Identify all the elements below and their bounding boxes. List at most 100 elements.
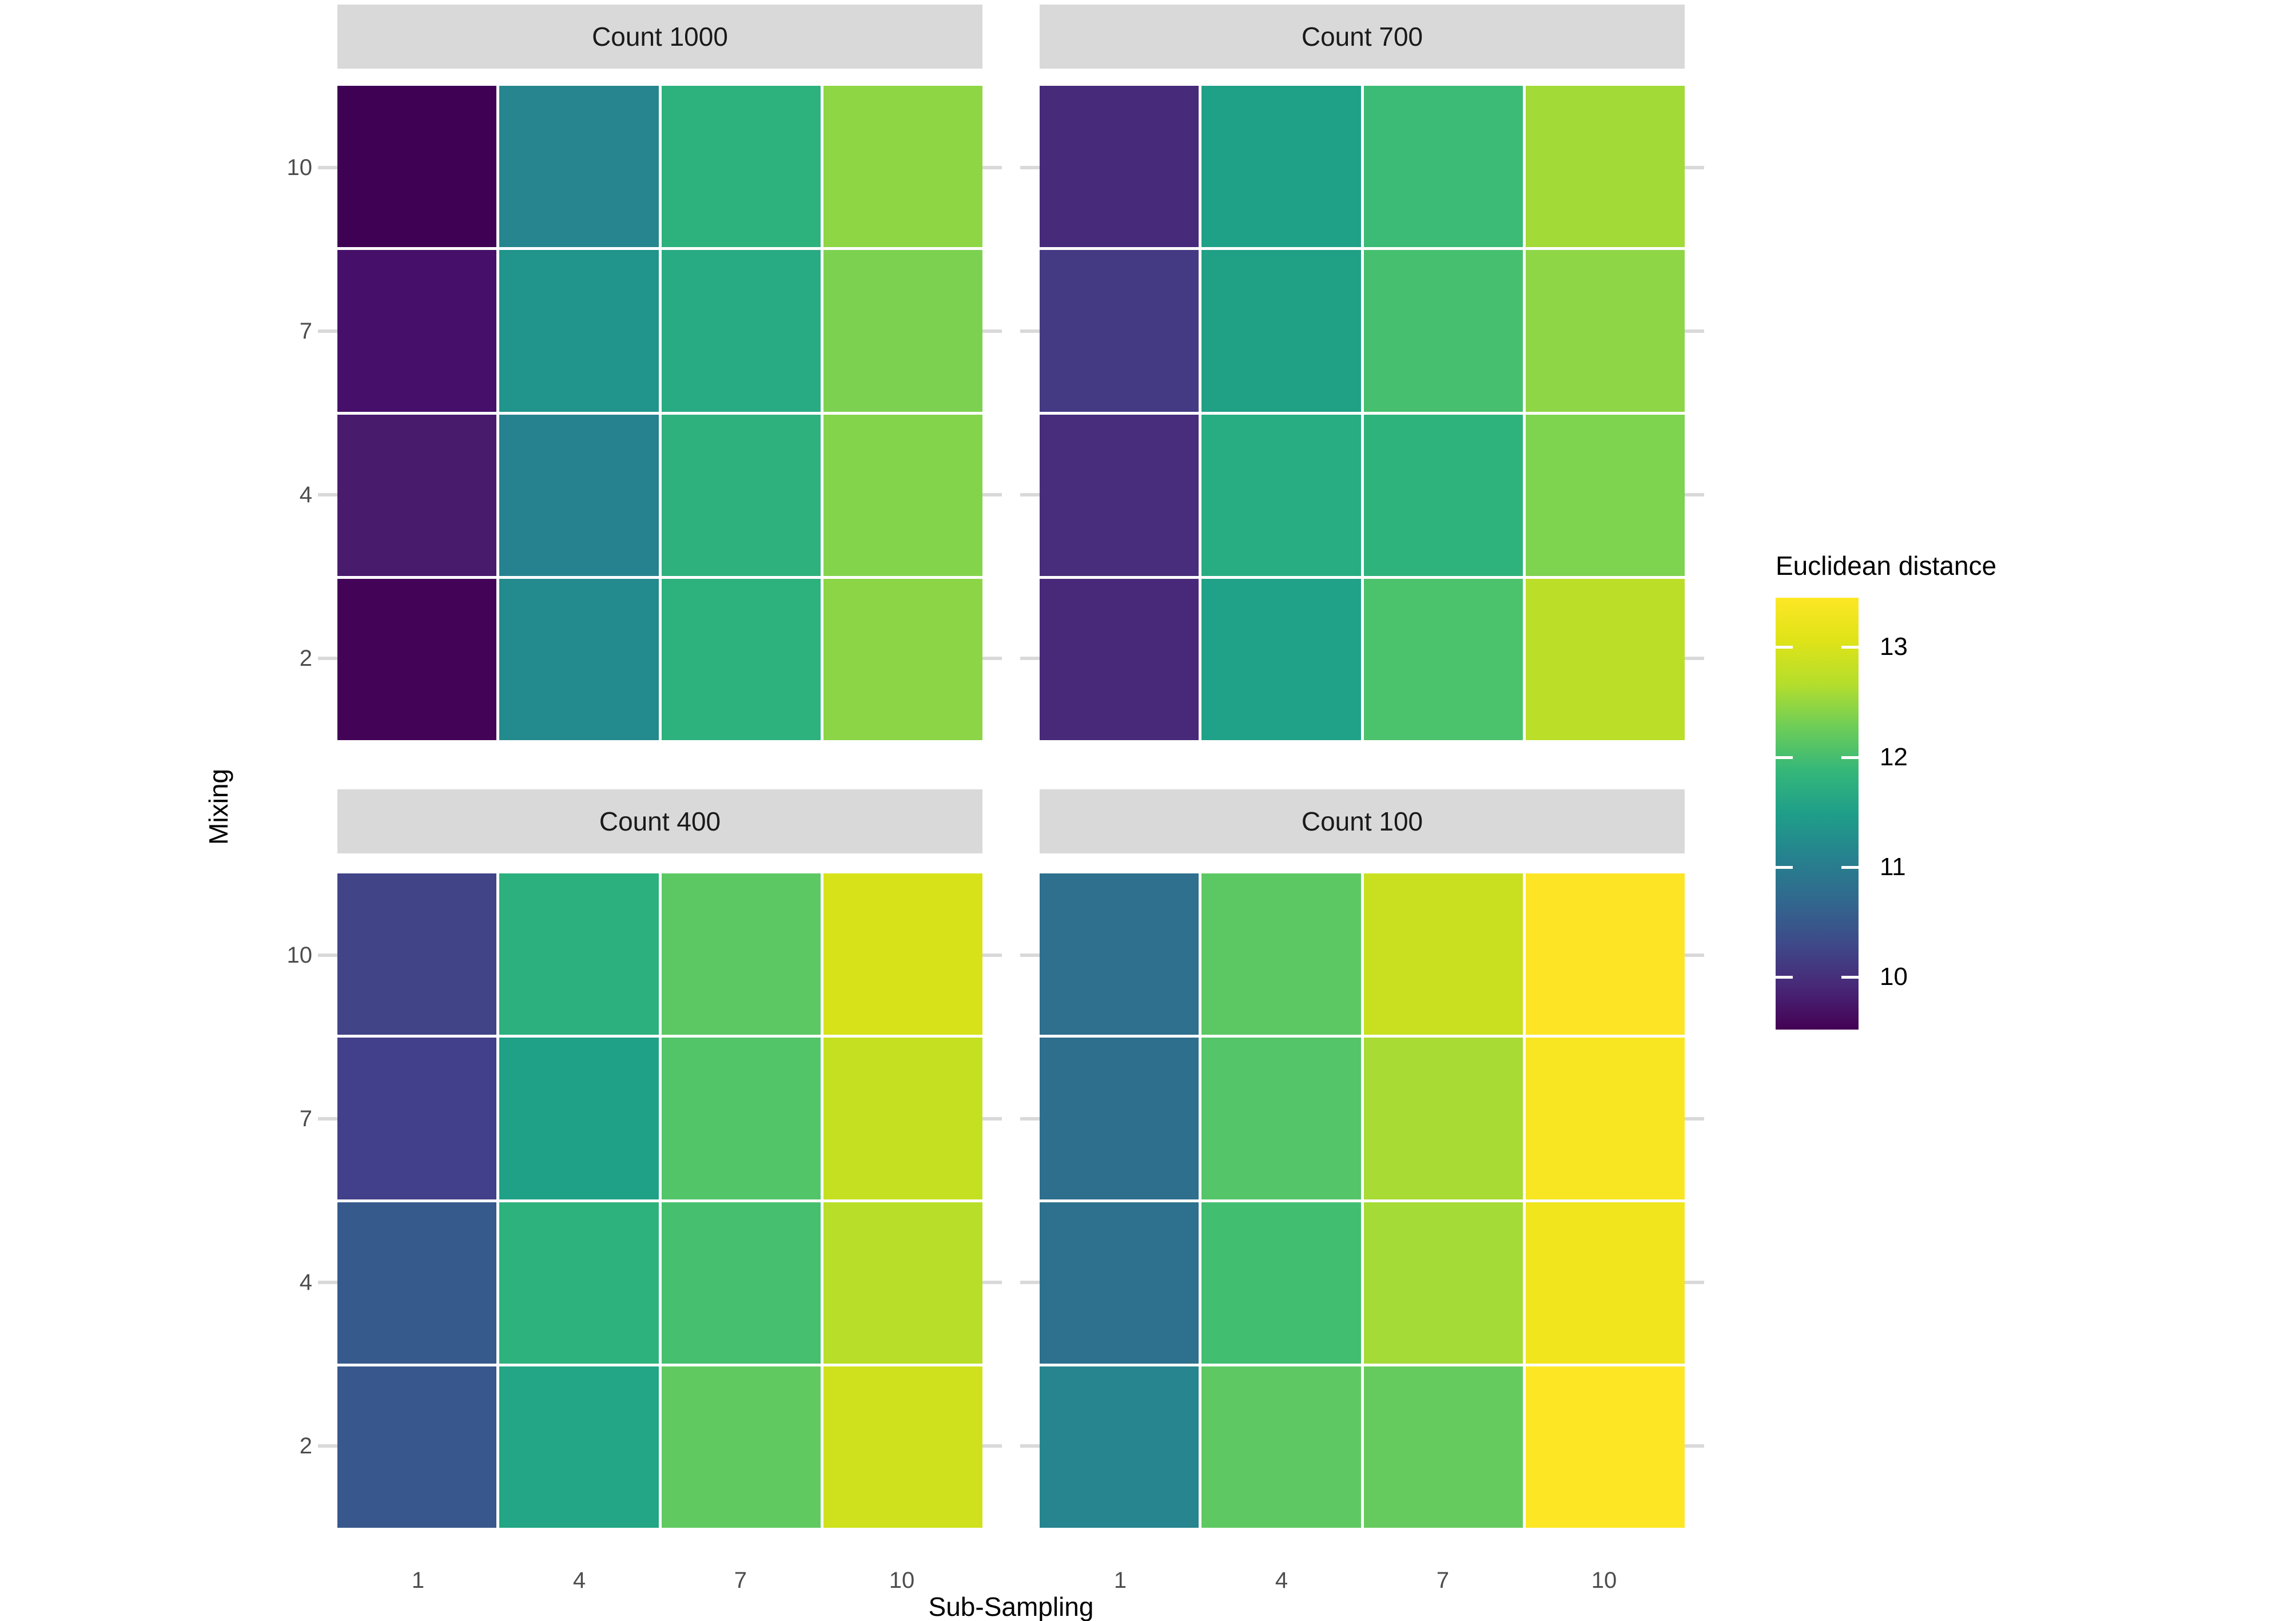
axis-tick-mark xyxy=(1020,657,1040,660)
heatmap-cell xyxy=(823,873,982,1035)
heatmap-cell xyxy=(1201,414,1361,576)
heatmap-cell xyxy=(1525,250,1685,412)
facet-strip-label: Count 100 xyxy=(1301,806,1423,836)
heatmap-cell xyxy=(337,86,497,248)
x-tick-label: 4 xyxy=(572,1567,586,1593)
legend-tick-mark xyxy=(1776,756,1793,759)
heatmap-cell xyxy=(661,1366,821,1528)
heatmap-cell xyxy=(823,250,982,412)
axis-tick-mark xyxy=(1685,1117,1704,1121)
axis-tick-mark xyxy=(1020,1444,1040,1448)
axis-tick-mark xyxy=(1685,1444,1704,1448)
x-tick-label: 10 xyxy=(1591,1567,1617,1593)
axis-tick-mark xyxy=(982,657,1002,660)
heatmap-cell xyxy=(823,1202,982,1364)
heatmap-cell xyxy=(823,1366,982,1528)
heatmap-cell xyxy=(661,414,821,576)
heatmap-cell xyxy=(499,1202,659,1364)
axis-tick-mark xyxy=(982,493,1002,496)
legend-tick-mark xyxy=(1776,975,1793,979)
heatmap-cell xyxy=(661,1038,821,1199)
facet-strip-label: Count 400 xyxy=(599,806,721,836)
axis-tick-mark xyxy=(1020,953,1040,957)
heatmap-cell xyxy=(661,250,821,412)
axis-tick-mark xyxy=(1020,329,1040,333)
heatmap-cell xyxy=(1040,1038,1199,1199)
heatmap-cell xyxy=(1363,578,1523,740)
y-axis-title: Mixing xyxy=(204,769,233,845)
heatmap-cell xyxy=(1040,414,1199,576)
axis-tick-mark xyxy=(1685,953,1704,957)
axis-tick-mark xyxy=(1020,166,1040,169)
axis-tick-mark xyxy=(982,953,1002,957)
heatmap-cell xyxy=(499,1366,659,1528)
y-axis-title-wrap: Mixing xyxy=(201,86,236,1528)
heatmap-cell xyxy=(499,578,659,740)
axis-tick-mark xyxy=(318,166,337,169)
heatmap-cell xyxy=(1040,1366,1199,1528)
y-tick-label: 2 xyxy=(299,1433,312,1459)
y-tick-label: 4 xyxy=(299,482,312,507)
heatmap-cell xyxy=(1525,1202,1685,1364)
legend-tick-label: 11 xyxy=(1880,852,1906,881)
heatmap-cell xyxy=(1363,86,1523,248)
heatmap-cell xyxy=(1201,1038,1361,1199)
heatmap-cell xyxy=(1040,86,1199,248)
heatmap-cell xyxy=(1040,578,1199,740)
heatmap-cell xyxy=(1363,873,1523,1035)
legend-tick-mark xyxy=(1841,646,1859,649)
y-tick-label: 7 xyxy=(299,1106,312,1131)
heatmap-cell xyxy=(499,1038,659,1199)
axis-tick-mark xyxy=(1020,1281,1040,1284)
heatmap-cell xyxy=(1363,414,1523,576)
axis-tick-mark xyxy=(1685,1281,1704,1284)
heatmap-cell xyxy=(823,578,982,740)
legend-tick-mark xyxy=(1841,756,1859,759)
x-axis-tick-labels-right: 1 4 7 10 xyxy=(1040,1560,1685,1600)
x-tick-label: 1 xyxy=(411,1567,425,1593)
legend-tick-mark xyxy=(1776,865,1793,869)
heatmap-cell xyxy=(1525,1366,1685,1528)
heatmap-cell xyxy=(1525,414,1685,576)
axis-tick-mark xyxy=(1685,493,1704,496)
heatmap-cell xyxy=(499,414,659,576)
heatmap-panel-count-400 xyxy=(337,873,982,1528)
facet-strip-label: Count 1000 xyxy=(592,22,728,51)
heatmap-cell xyxy=(337,1202,497,1364)
facet-strip-label: Count 700 xyxy=(1301,22,1423,51)
x-axis-title: Sub-Sampling xyxy=(928,1592,1094,1621)
axis-tick-mark xyxy=(318,493,337,496)
legend-tick-label: 10 xyxy=(1880,962,1908,991)
heatmap-cell xyxy=(1363,1366,1523,1528)
heatmap-cell xyxy=(1201,578,1361,740)
heatmap-cell xyxy=(1525,1038,1685,1199)
heatmap-cell xyxy=(337,414,497,576)
y-tick-label: 4 xyxy=(299,1269,312,1295)
heatmap-cell xyxy=(1363,1202,1523,1364)
heatmap-panel-count-100 xyxy=(1040,873,1685,1528)
x-tick-label: 1 xyxy=(1113,1567,1127,1593)
legend-colorbar xyxy=(1776,598,1859,1030)
heatmap-cell xyxy=(823,1038,982,1199)
heatmap-cell xyxy=(823,86,982,248)
y-axis-tick-labels-top: 10 7 4 2 xyxy=(217,86,313,740)
axis-tick-mark xyxy=(318,1444,337,1448)
heatmap-cell xyxy=(1040,250,1199,412)
heatmap-cell xyxy=(1201,873,1361,1035)
heatmap-cell xyxy=(661,86,821,248)
axis-tick-mark xyxy=(982,1281,1002,1284)
heatmap-cell xyxy=(1040,1202,1199,1364)
x-tick-label: 7 xyxy=(1436,1567,1450,1593)
heatmap-cell xyxy=(1525,86,1685,248)
axis-tick-mark xyxy=(1020,1117,1040,1121)
heatmap-cell xyxy=(823,414,982,576)
axis-tick-mark xyxy=(1020,493,1040,496)
legend-tick-mark xyxy=(1841,975,1859,979)
facet-strip-count-100: Count 100 xyxy=(1040,789,1685,853)
heatmap-cell xyxy=(1363,250,1523,412)
heatmap-cell xyxy=(1201,1202,1361,1364)
heatmap-cell xyxy=(337,1366,497,1528)
axis-tick-mark xyxy=(982,166,1002,169)
x-tick-label: 4 xyxy=(1275,1567,1288,1593)
facet-strip-count-1000: Count 1000 xyxy=(337,5,982,69)
